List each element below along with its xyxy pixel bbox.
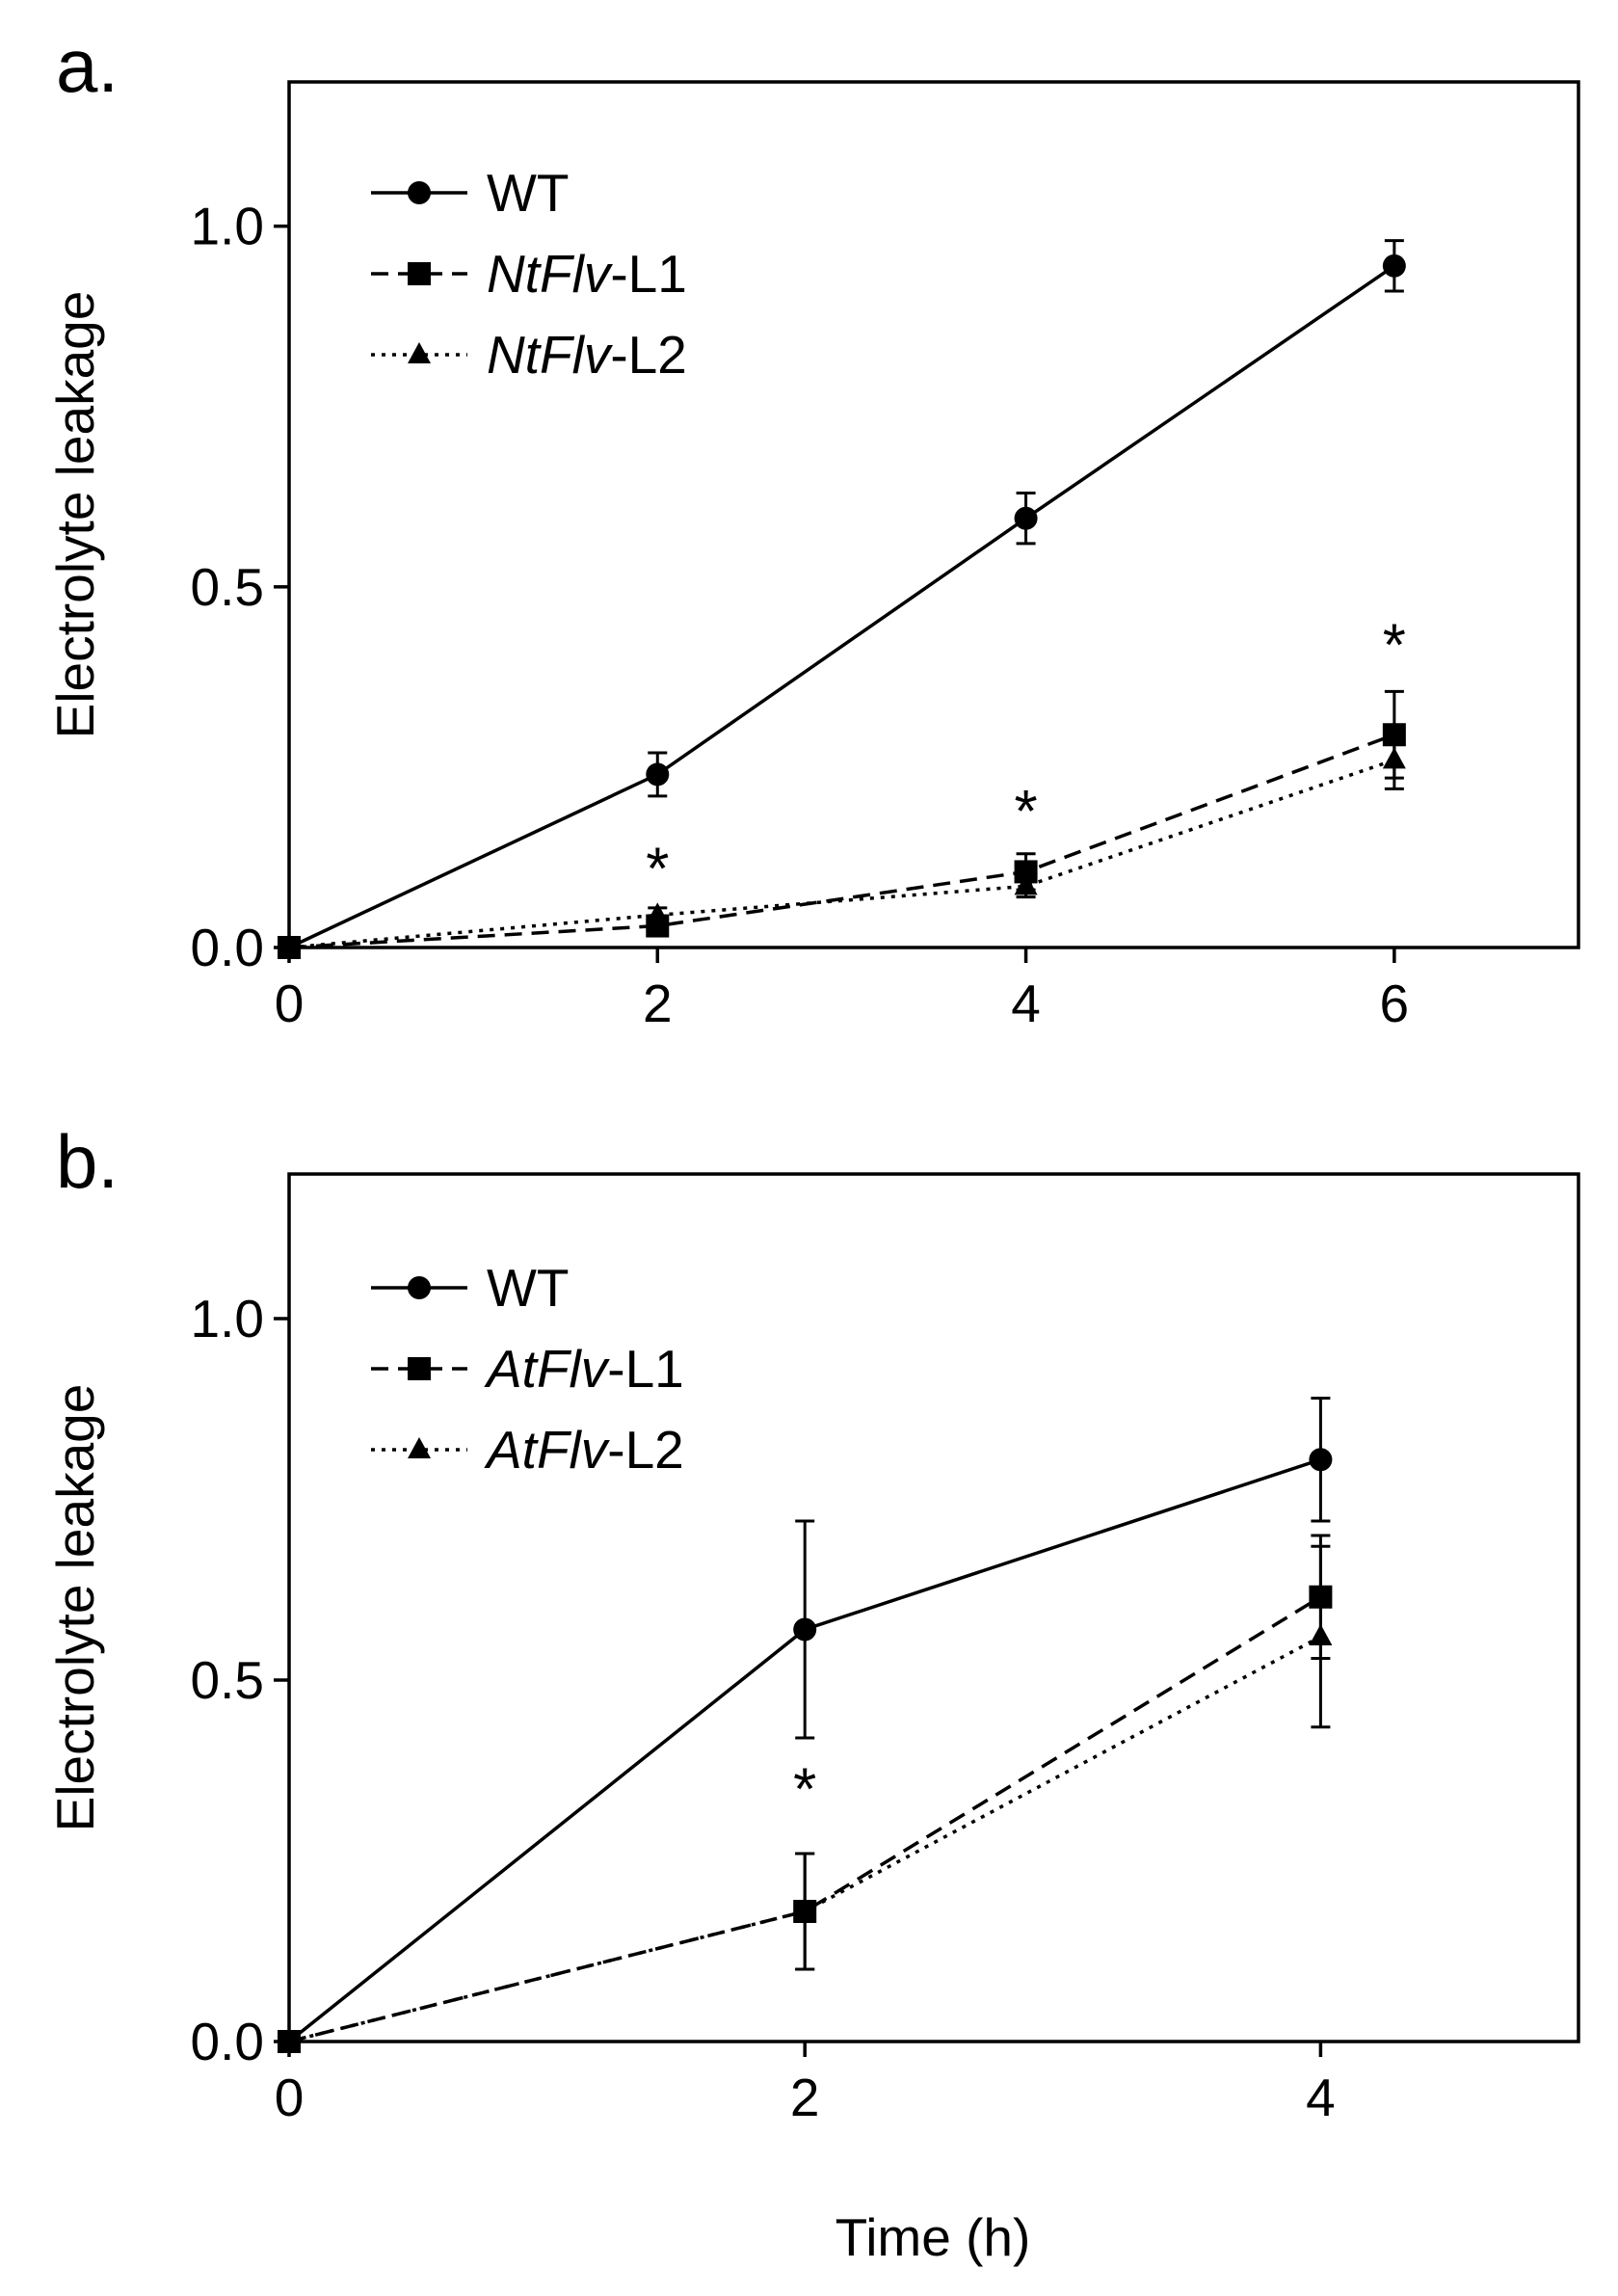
x-tick-label: 2 — [643, 974, 673, 1033]
data-point — [1382, 254, 1406, 278]
series-line — [288, 264, 1395, 949]
y-tick-label: 1.0 — [191, 197, 264, 256]
legend-label: WT — [487, 1258, 570, 1318]
series-1 — [278, 239, 1406, 959]
legend-label-plain: -L2 — [610, 325, 687, 385]
data-point — [278, 2029, 301, 2050]
legend-label: WT — [487, 163, 570, 223]
x-tick-label: 0 — [275, 2068, 305, 2127]
data-point — [1382, 747, 1406, 769]
series-line — [288, 1595, 1322, 2043]
legend-label: AtFlv-L1 — [484, 1339, 684, 1399]
legend-label-plain: -L1 — [607, 1339, 684, 1399]
legend-entry: NtFlv-L1 — [371, 244, 687, 304]
y-tick-label: 1.0 — [191, 1289, 264, 1348]
significance-star: * — [1383, 613, 1406, 680]
series-2 — [278, 689, 1406, 959]
panel-b: b. 0.0 0.5 1.0 0 2 4 Electrolyte leakage * WT AtFl… — [45, 1119, 1580, 2127]
significance-star: * — [793, 1757, 816, 1824]
data-point — [793, 1899, 817, 1920]
data-point — [646, 902, 670, 924]
legend-label-italic: NtFlv — [487, 325, 614, 385]
data-point — [1014, 873, 1038, 895]
x-tick-label: 0 — [275, 974, 305, 1033]
legend-entry: AtFlv-L1 — [371, 1339, 684, 1399]
data-point — [1014, 506, 1038, 530]
series-line — [288, 758, 1395, 949]
data-point — [646, 762, 670, 787]
legend-marker — [408, 262, 431, 285]
panel-letter: a. — [56, 23, 119, 108]
data-point — [793, 1617, 817, 1642]
legend-label-plain: WT — [487, 163, 570, 223]
plot-frame — [287, 80, 1580, 949]
data-point — [278, 935, 301, 956]
data-point — [1309, 1624, 1333, 1645]
panel-letter: b. — [56, 1119, 119, 1204]
legend-label-italic: NtFlv — [487, 244, 614, 304]
series-1 — [278, 1397, 1333, 2053]
legend-label-plain: -L2 — [607, 1420, 684, 1480]
legend-marker — [408, 1357, 431, 1380]
legend-label-italic: AtFlv — [484, 1420, 611, 1480]
legend-entry: AtFlv-L2 — [371, 1420, 684, 1480]
legend-marker — [408, 181, 431, 204]
x-tick-label: 4 — [1306, 2068, 1336, 2127]
x-axis-title: Time (h) — [836, 2207, 1031, 2267]
y-axis-title: Electrolyte leakage — [45, 1384, 105, 1832]
legend-entry: WT — [371, 1258, 570, 1318]
legend-label-plain: -L1 — [610, 244, 687, 304]
x-tick-label: 2 — [790, 2068, 820, 2127]
legend-label: NtFlv-L2 — [487, 325, 687, 385]
significance-star: * — [1015, 779, 1038, 845]
legend-marker — [408, 1437, 431, 1458]
legend-label-italic: AtFlv — [484, 1339, 611, 1399]
x-tick-label: 6 — [1380, 974, 1410, 1033]
y-tick-label: 0.5 — [191, 1650, 264, 1710]
legend-label: NtFlv-L1 — [487, 244, 687, 304]
y-axis-title: Electrolyte leakage — [45, 291, 105, 739]
legend-entry: WT — [371, 163, 570, 223]
plot-frame — [287, 1172, 1580, 2043]
y-tick-label: 0.0 — [191, 2012, 264, 2071]
x-tick-label: 4 — [1011, 974, 1041, 1033]
legend-marker — [408, 342, 431, 363]
legend-marker — [408, 1276, 431, 1299]
y-tick-label: 0.0 — [191, 918, 264, 977]
data-point — [1309, 1448, 1333, 1472]
series-3 — [278, 730, 1406, 956]
series-3 — [278, 1544, 1333, 2050]
significance-star: * — [646, 837, 669, 903]
legend-entry: NtFlv-L2 — [371, 325, 687, 385]
panel-a: a. 0.0 0.5 1.0 0 2 4 6 Electrolyte leakage * * * WT N… — [45, 23, 1580, 1033]
y-tick-label: 0.5 — [191, 557, 264, 617]
series-line — [288, 733, 1395, 949]
legend-label: AtFlv-L2 — [484, 1420, 684, 1480]
legend-label-plain: WT — [487, 1258, 570, 1318]
